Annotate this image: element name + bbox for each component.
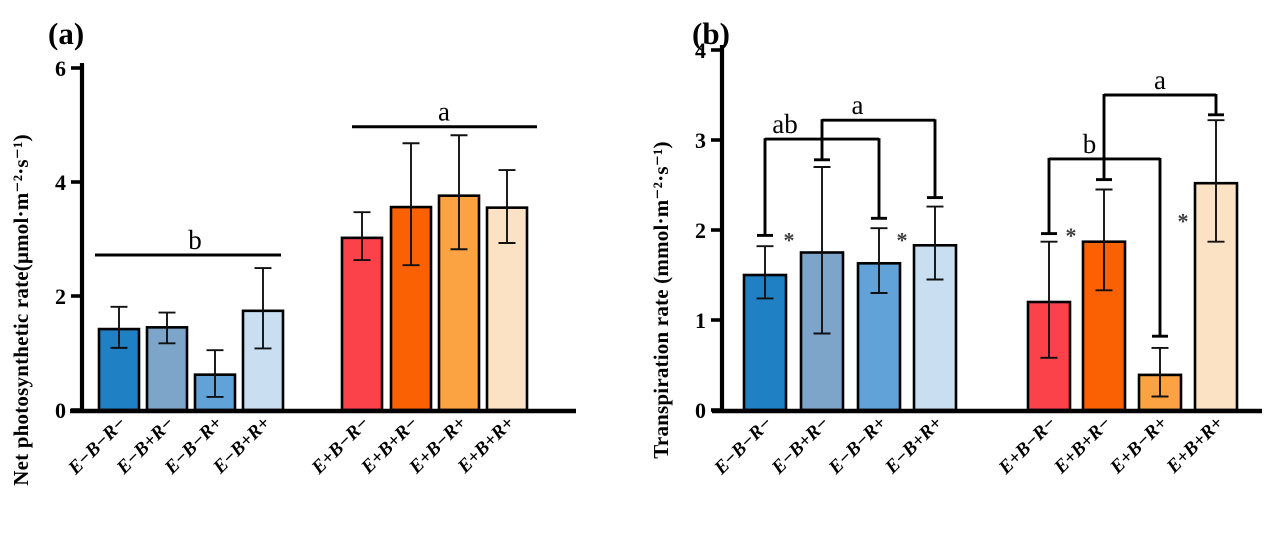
- error-bar-E+B−R+: [450, 134, 468, 251]
- y-tick-label-0: 0: [695, 398, 706, 423]
- category-label-E+B+R+: E+B+R+: [1162, 413, 1227, 478]
- error-bar-E+B−R−: [353, 211, 371, 262]
- error-bar-E−B+R−: [813, 166, 831, 335]
- asterisk-marker: *: [784, 227, 795, 252]
- error-bar-E−B+R+: [926, 205, 944, 281]
- significance-letter-a: a: [852, 90, 864, 120]
- y-axis-title-b: Transpiration rate (mmol·m⁻²·s⁻¹): [649, 141, 673, 458]
- category-label-E+B−R+: E+B−R+: [1106, 413, 1172, 479]
- y-tick-label-2: 2: [55, 284, 66, 309]
- asterisk-marker: *: [897, 227, 908, 252]
- error-bar-E+B+R−: [1095, 188, 1113, 292]
- significance-letter-a: a: [438, 97, 450, 127]
- significance-bracket-a: [814, 118, 943, 200]
- y-tick-label-1: 1: [695, 308, 706, 333]
- category-label-E−B−R+: E−B−R+: [824, 413, 890, 479]
- error-bar-E+B−R−: [1040, 240, 1058, 359]
- error-bar-E−B+R+: [254, 267, 272, 350]
- error-bar-E+B+R+: [498, 169, 516, 244]
- significance-letter-b: b: [188, 225, 202, 255]
- asterisk-marker: *: [1178, 208, 1189, 233]
- error-bar-E−B+R−: [158, 311, 176, 345]
- bar-E+B−R−: [340, 236, 384, 412]
- y-tick-label-3: 3: [695, 128, 706, 153]
- category-label-E+B+R−: E+B+R−: [1050, 413, 1116, 479]
- y-tick-label-4: 4: [55, 170, 66, 195]
- error-bar-E+B+R+: [1207, 119, 1225, 243]
- bar-E−B+R+: [241, 309, 285, 412]
- y-tick-label-6: 6: [55, 56, 66, 81]
- significance-letter-a: a: [1154, 65, 1166, 95]
- category-label-E−B+R+: E−B+R+: [881, 413, 947, 479]
- y-tick-label-4: 4: [695, 38, 706, 63]
- error-bar-E+B+R−: [402, 142, 420, 267]
- error-bar-E+B−R+: [1151, 346, 1169, 398]
- significance-letter-b: b: [1083, 129, 1097, 159]
- error-bar-E−B−R+: [870, 227, 888, 294]
- significance-bracket-a: [1096, 93, 1224, 182]
- category-label-E−B−R−: E−B−R−: [710, 413, 777, 480]
- significance-letter-ab: ab: [772, 109, 797, 139]
- y-tick-label-2: 2: [695, 218, 706, 243]
- error-bar-E−B−R−: [756, 245, 774, 300]
- panel-label-a: (a): [48, 16, 84, 51]
- error-bar-E−B−R+: [206, 349, 224, 398]
- panel-label-b: (b): [692, 16, 730, 51]
- y-axis-title-a: Net photosynthetic rate(μmol·m⁻²·s⁻¹): [9, 134, 33, 486]
- error-bar-E−B−R−: [110, 305, 128, 349]
- y-tick-label-0: 0: [55, 398, 66, 423]
- asterisk-marker: *: [1066, 223, 1077, 248]
- category-label-E−B+R−: E−B+R−: [767, 413, 833, 479]
- category-label-E+B−R−: E+B−R−: [994, 413, 1060, 479]
